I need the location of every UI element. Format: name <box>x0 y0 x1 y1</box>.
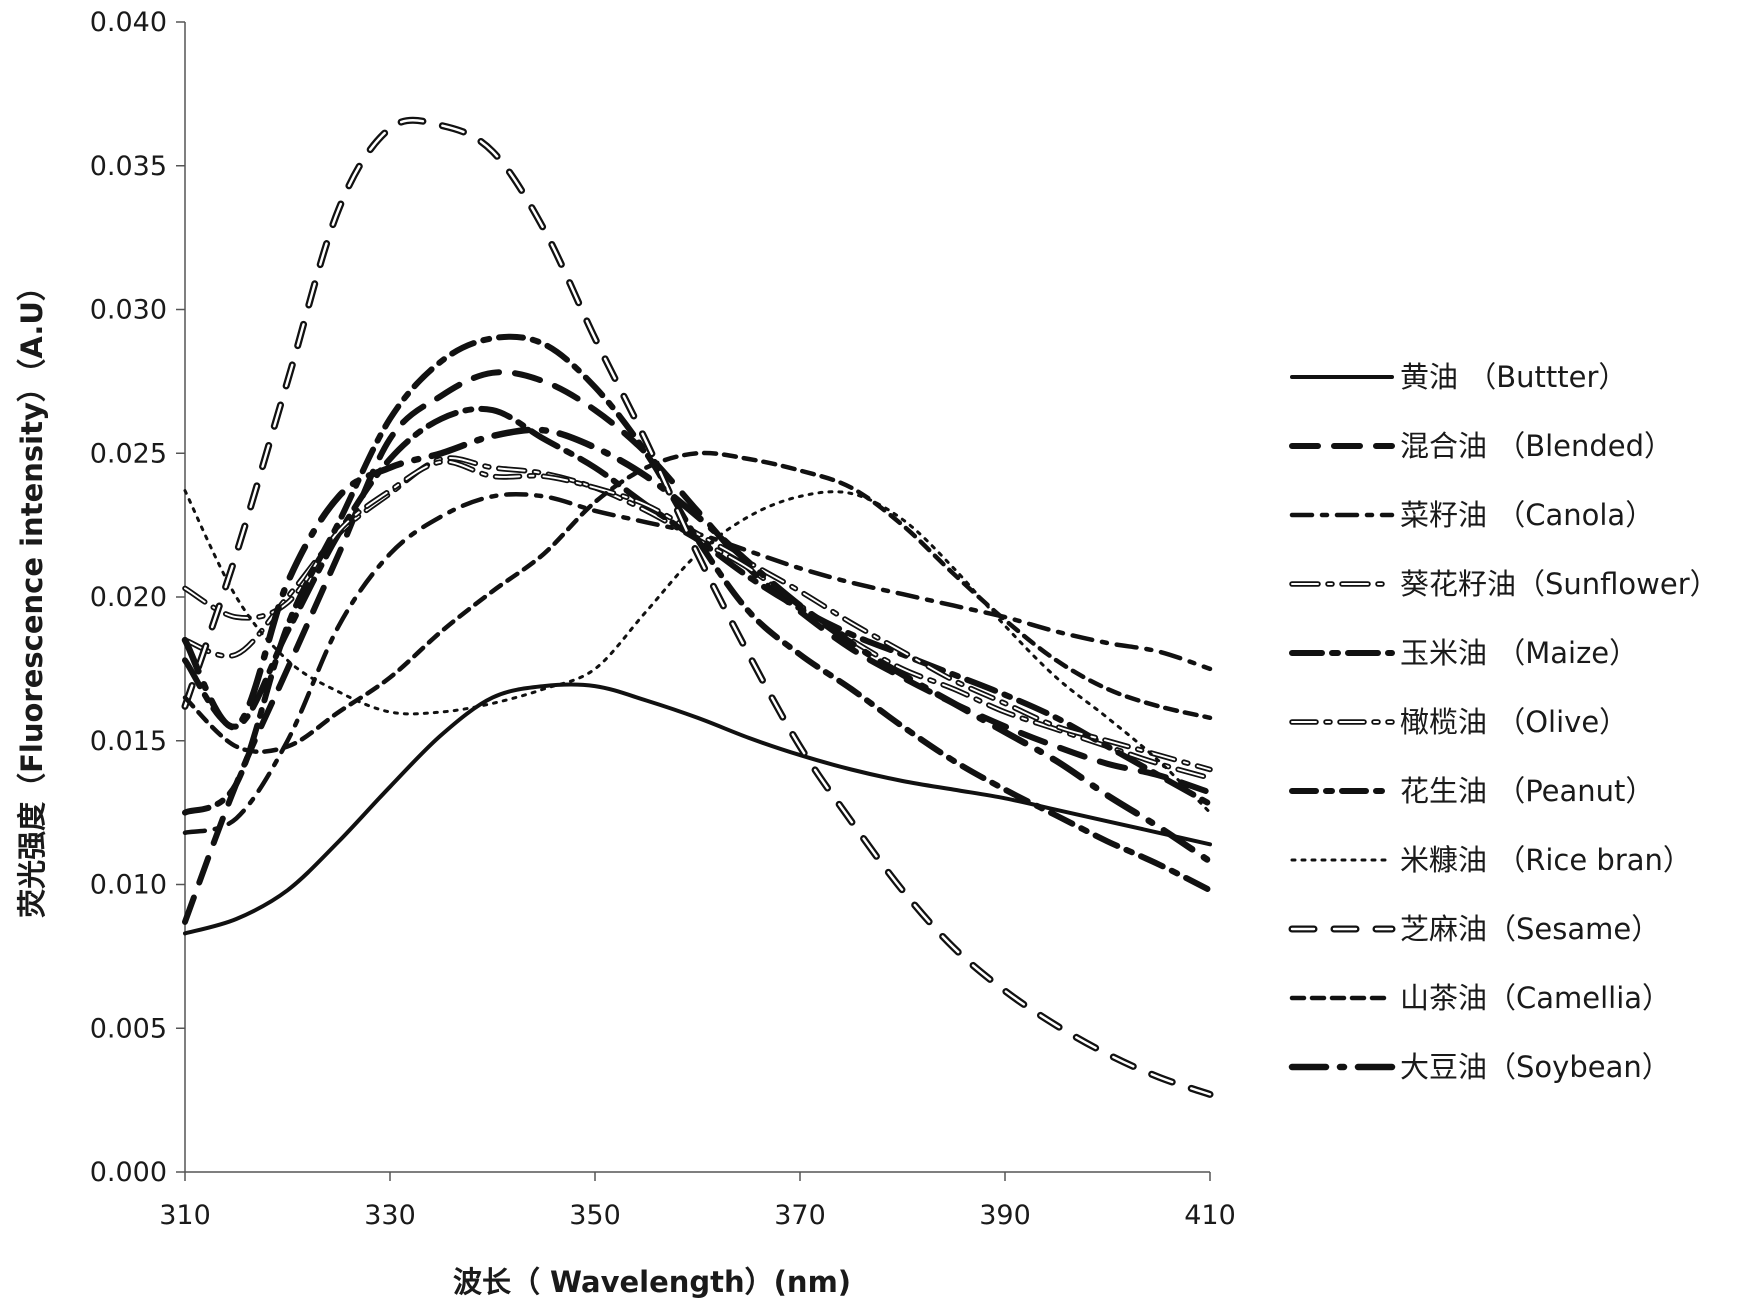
legend-item: 花生油 （Peanut） <box>1292 774 1654 808</box>
legend-item: 橄榄油 （Olive） <box>1292 705 1628 739</box>
series-line <box>185 409 1210 804</box>
legend-label: 米糠油 （Rice bran） <box>1400 843 1692 877</box>
y-tick-label: 0.040 <box>90 7 167 38</box>
legend-item: 葵花籽油（Sunflower） <box>1292 567 1719 601</box>
series-lines <box>185 120 1210 1094</box>
legend-label: 葵花籽油（Sunflower） <box>1400 567 1719 601</box>
y-tick-label: 0.025 <box>90 438 167 469</box>
y-tick-label: 0.020 <box>90 582 167 613</box>
legend-label: 混合油 （Blended） <box>1400 429 1673 463</box>
legend-item: 米糠油 （Rice bran） <box>1292 843 1692 877</box>
series-line <box>185 684 1210 933</box>
y-tick-label: 0.030 <box>90 295 167 326</box>
x-tick-label: 390 <box>979 1200 1031 1231</box>
y-tick-label: 0.000 <box>90 1157 167 1188</box>
legend-item: 山茶油（Camellia） <box>1292 981 1671 1015</box>
x-tick-label: 330 <box>364 1200 416 1231</box>
series-line <box>185 337 1210 891</box>
legend-item: 玉米油 （Maize） <box>1292 636 1638 670</box>
legend-item: 混合油 （Blended） <box>1292 429 1673 463</box>
y-tick-label: 0.010 <box>90 870 167 901</box>
y-tick-label: 0.035 <box>90 151 167 182</box>
legend: 黄油 （Buttter） 混合油 （Blended） 菜籽油 （Canola） 葵花籽… <box>1292 360 1719 1084</box>
legend-label: 大豆油（Soybean） <box>1400 1050 1671 1084</box>
legend-label: 黄油 （Buttter） <box>1400 360 1627 394</box>
y-tick-label: 0.005 <box>90 1013 167 1044</box>
legend-label: 菜籽油 （Canola） <box>1400 498 1654 532</box>
legend-label: 橄榄油 （Olive） <box>1400 705 1628 739</box>
legend-label: 芝麻油（Sesame） <box>1400 912 1660 946</box>
legend-item: 芝麻油（Sesame） <box>1292 912 1660 946</box>
x-tick-label: 310 <box>159 1200 211 1231</box>
x-tick-label: 350 <box>569 1200 621 1231</box>
legend-item: 菜籽油 （Canola） <box>1292 498 1654 532</box>
series-line <box>185 430 1210 862</box>
legend-item: 大豆油（Soybean） <box>1292 1050 1671 1084</box>
series-line <box>185 458 1210 778</box>
y-axis-title: 荧光强度（Fluorescence intensity）（A.U） <box>15 272 49 918</box>
legend-item: 黄油 （Buttter） <box>1292 360 1627 394</box>
y-tick-label: 0.015 <box>90 726 167 757</box>
axes <box>185 22 1210 1172</box>
x-axis-title: 波长（ Wavelength）(nm) <box>453 1265 851 1299</box>
series-line <box>185 120 1210 1094</box>
x-tick-label: 410 <box>1184 1200 1236 1231</box>
x-tick-label: 370 <box>774 1200 826 1231</box>
legend-label: 山茶油（Camellia） <box>1400 981 1671 1015</box>
legend-label: 花生油 （Peanut） <box>1400 774 1654 808</box>
legend-label: 玉米油 （Maize） <box>1400 636 1638 670</box>
